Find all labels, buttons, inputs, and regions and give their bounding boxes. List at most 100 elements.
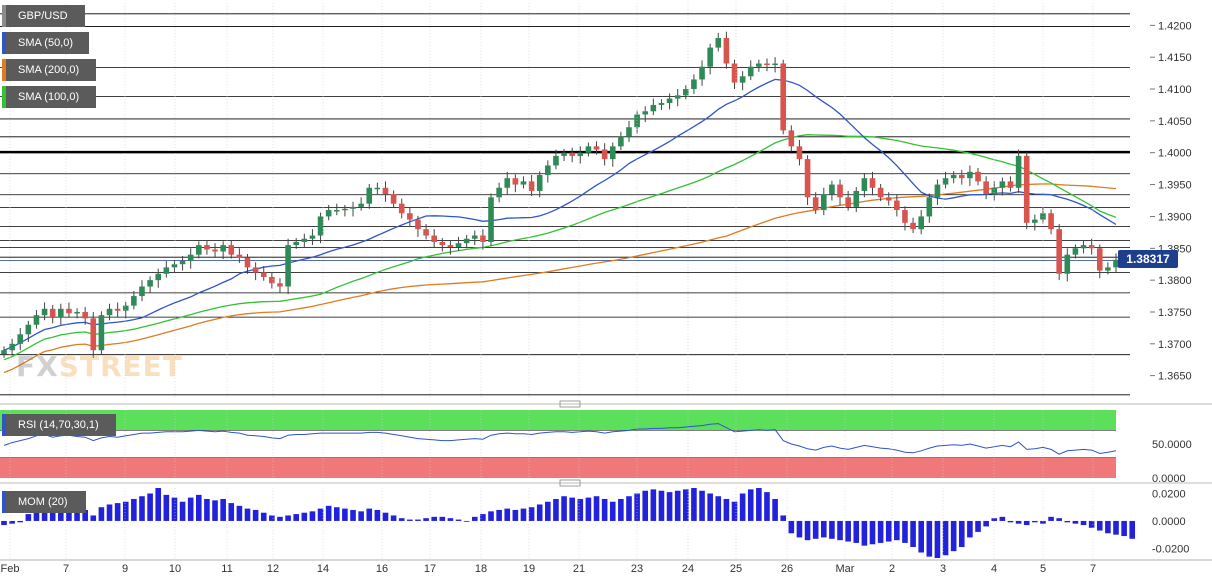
bullish-candle xyxy=(155,273,162,281)
momentum-bar xyxy=(691,488,697,521)
date-tick-label: 10 xyxy=(169,563,181,575)
price-tick-label: 1.4000 xyxy=(1158,148,1192,160)
momentum-bar xyxy=(163,494,170,521)
date-tick-label: 7 xyxy=(1090,563,1096,575)
date-tick-label: 18 xyxy=(475,563,487,575)
bearish-candle xyxy=(894,200,900,211)
momentum-bar xyxy=(885,520,892,542)
bullish-candle xyxy=(187,254,194,262)
bearish-candle xyxy=(480,235,486,242)
mom-legend[interactable]: MOM (20) xyxy=(2,491,86,513)
momentum-bar xyxy=(764,492,770,521)
momentum-bar xyxy=(796,520,803,538)
momentum-bar xyxy=(1,520,7,526)
bullish-candle xyxy=(999,181,1006,188)
instrument-label[interactable]: GBP/USD xyxy=(2,5,85,27)
momentum-bar xyxy=(366,508,373,521)
momentum-bar xyxy=(715,496,722,521)
bullish-candle xyxy=(463,238,470,244)
bullish-candle xyxy=(504,178,511,188)
momentum-bar xyxy=(926,520,933,557)
date-tick-label: 26 xyxy=(781,563,793,575)
bullish-candle xyxy=(1032,219,1038,223)
bearish-candle xyxy=(415,219,421,230)
momentum-bar xyxy=(999,516,1006,521)
bullish-candle xyxy=(666,98,673,104)
price-tick-label: 1.3750 xyxy=(1158,307,1192,319)
momentum-bar xyxy=(804,520,811,541)
momentum-bar xyxy=(317,508,324,521)
date-tick-label: 2 xyxy=(889,563,895,575)
bearish-candle xyxy=(431,235,437,242)
momentum-bar xyxy=(309,511,316,521)
mom-tick-label: 0.0000 xyxy=(1152,516,1186,528)
bullish-candle xyxy=(1080,245,1087,249)
current-price-badge: 1.38317 xyxy=(1118,250,1178,268)
momentum-bar xyxy=(950,520,957,552)
momentum-bar xyxy=(269,515,275,521)
bearish-candle xyxy=(398,203,405,214)
bearish-candle xyxy=(49,308,56,318)
rsi-overbought-zone xyxy=(0,410,1116,431)
sma50-legend[interactable]: SMA (50,0) xyxy=(2,32,89,54)
bearish-candle xyxy=(1048,213,1054,230)
sma200-legend[interactable]: SMA (200,0) xyxy=(2,59,96,81)
bearish-candle xyxy=(812,197,819,211)
rsi-line xyxy=(3,423,1117,455)
bullish-candle xyxy=(520,181,527,185)
bearish-candle xyxy=(593,146,600,150)
momentum-bar xyxy=(488,511,494,521)
bearish-candle xyxy=(1088,245,1095,249)
bearish-candle xyxy=(975,171,981,182)
bullish-candle xyxy=(618,136,624,147)
bearish-candle xyxy=(723,38,730,64)
bearish-candle xyxy=(439,241,446,246)
date-tick-label: 5 xyxy=(1040,563,1046,575)
momentum-bar xyxy=(49,511,56,521)
mom-tick-label: -0.0200 xyxy=(1152,543,1189,555)
price-tick-label: 1.3950 xyxy=(1158,180,1192,192)
bearish-candle xyxy=(390,194,397,204)
bearish-candle xyxy=(90,318,97,351)
bearish-candle xyxy=(1007,181,1014,188)
bearish-candle xyxy=(114,308,121,311)
rsi-panel: 50.0000 0.0000 xyxy=(0,410,1192,485)
bearish-candle xyxy=(512,178,519,185)
rsi-tick-label: 50.0000 xyxy=(1152,439,1192,451)
date-tick-label: 16 xyxy=(376,563,388,575)
momentum-bar xyxy=(187,497,194,521)
sma100-legend[interactable]: SMA (100,0) xyxy=(2,86,96,108)
momentum-bar xyxy=(415,519,421,521)
momentum-bar xyxy=(520,508,527,521)
bullish-candle xyxy=(179,261,186,265)
mom-tick-label: 0.0200 xyxy=(1152,488,1186,500)
bullish-candle xyxy=(609,146,616,160)
bearish-candle xyxy=(407,213,413,220)
bullish-candle xyxy=(471,235,478,239)
bullish-candle xyxy=(626,127,632,137)
panel-resize-handle xyxy=(559,479,581,487)
price-tick-label: 1.3900 xyxy=(1158,211,1192,223)
bullish-candle xyxy=(577,152,584,156)
momentum-bar xyxy=(496,509,502,521)
momentum-bar xyxy=(455,519,462,521)
bearish-candle xyxy=(845,197,851,207)
rsi-legend[interactable]: RSI (14,70,30,1) xyxy=(2,414,116,436)
date-tick-label: 24 xyxy=(682,563,694,575)
bullish-candle xyxy=(650,104,657,112)
momentum-bar xyxy=(9,520,15,524)
bullish-candle xyxy=(853,190,860,207)
bullish-candle xyxy=(918,216,924,230)
momentum-bar xyxy=(301,512,308,521)
momentum-bar xyxy=(1096,520,1103,531)
bullish-candle xyxy=(658,103,665,105)
bullish-candle xyxy=(683,89,689,96)
momentum-bar xyxy=(780,515,787,521)
bullish-candle xyxy=(699,66,705,80)
bullish-candle xyxy=(1113,259,1119,268)
bearish-candle xyxy=(910,222,916,230)
momentum-bar xyxy=(147,493,153,521)
momentum-bar xyxy=(910,520,916,548)
momentum-bar xyxy=(569,497,575,521)
momentum-bar xyxy=(58,508,64,521)
